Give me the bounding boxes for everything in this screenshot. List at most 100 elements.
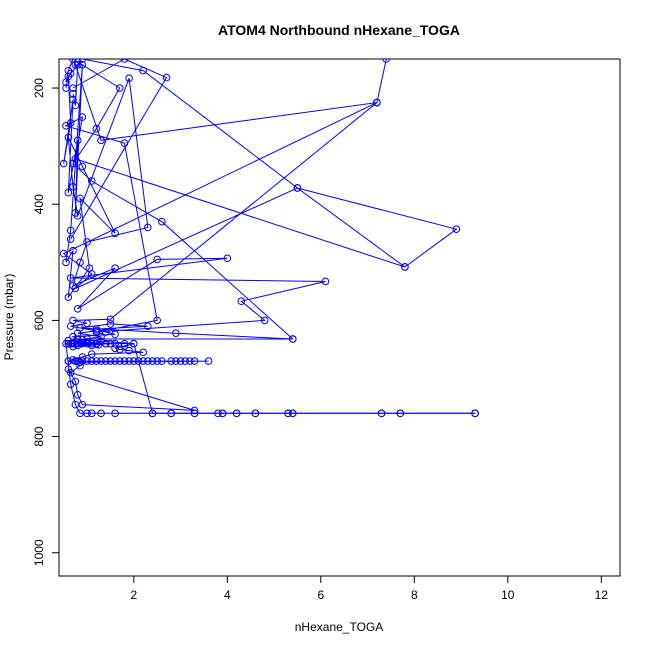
data-point [71, 155, 80, 163]
data-point [73, 136, 82, 145]
data-point [218, 409, 227, 418]
data-point [83, 409, 91, 418]
data-series [71, 59, 391, 145]
data-point [190, 357, 199, 365]
series-line [82, 59, 406, 268]
data-point [87, 357, 96, 365]
data-point [71, 400, 80, 409]
data-point [120, 59, 129, 63]
data-point [144, 322, 152, 331]
series-line [68, 359, 209, 363]
x-tick-label: 2 [130, 588, 137, 602]
data-point [83, 357, 91, 365]
data-point [92, 325, 101, 333]
series-line [74, 59, 387, 141]
data-point [83, 339, 91, 348]
data-point [69, 246, 77, 255]
data-point [139, 348, 147, 357]
data-point [87, 409, 96, 418]
data-point [382, 59, 391, 63]
data-point [76, 324, 84, 332]
x-axis-label: nHexane_TOGA [295, 620, 384, 634]
data-point [66, 380, 75, 389]
y-tick-label: 200 [32, 78, 46, 98]
data-point [172, 357, 180, 365]
data-point [139, 66, 147, 75]
data-point [78, 162, 87, 171]
data-point [66, 226, 75, 235]
data-point [64, 293, 73, 301]
data-point [111, 344, 119, 353]
data-point [401, 263, 409, 271]
data-point [62, 258, 70, 267]
data-point [69, 84, 77, 92]
data-point [111, 264, 119, 272]
data-series [64, 356, 213, 367]
data-point [73, 61, 82, 69]
data-point [396, 409, 405, 418]
data-point [92, 357, 101, 365]
data-point [73, 339, 82, 348]
x-tick-label: 12 [595, 588, 609, 602]
data-point [167, 409, 175, 418]
data-point [377, 409, 386, 418]
data-point [101, 339, 110, 348]
data-point [125, 346, 133, 355]
data-series [62, 59, 82, 110]
data-point [73, 390, 82, 399]
y-tick-label: 600 [32, 310, 46, 330]
data-point [69, 90, 77, 98]
data-point [130, 357, 138, 365]
data-point [111, 339, 119, 348]
data-point [97, 337, 105, 346]
data-point [66, 322, 75, 331]
data-series [69, 59, 297, 343]
x-tick-label: 6 [317, 588, 324, 602]
x-tick-label: 8 [411, 588, 418, 602]
x-tick-label: 4 [224, 588, 231, 602]
x-axis: 2 4 6 8 10 12 [130, 576, 608, 602]
data-point [76, 358, 84, 367]
data-point [288, 409, 297, 418]
data-point [66, 235, 75, 243]
data-point [97, 357, 105, 365]
data-series-layer [59, 59, 479, 418]
data-point [251, 409, 260, 418]
series-line [70, 59, 168, 240]
chart-title: ATOM4 Northbound nHexane_TOGA [218, 22, 460, 38]
data-point [125, 357, 133, 365]
data-point [130, 339, 138, 348]
data-point [115, 357, 124, 365]
data-series [64, 339, 479, 418]
data-point [69, 182, 77, 191]
data-point [172, 329, 180, 337]
data-point [66, 69, 75, 78]
series-line [72, 61, 294, 340]
data-point [120, 357, 129, 365]
data-point [111, 409, 119, 418]
data-point [62, 78, 70, 87]
data-point [69, 356, 77, 364]
data-point [148, 357, 157, 365]
data-point [153, 255, 161, 264]
data-point [144, 357, 152, 365]
data-point [92, 339, 101, 348]
data-point [101, 328, 110, 336]
data-point [92, 124, 101, 133]
data-point [83, 319, 91, 328]
data-point [64, 188, 73, 197]
x-tick-label: 10 [501, 588, 515, 602]
data-point [111, 330, 119, 339]
data-point [148, 409, 157, 418]
data-point [471, 409, 479, 418]
data-point [71, 101, 80, 110]
data-point [66, 274, 75, 282]
plot-frame [58, 58, 621, 577]
series-line [62, 64, 458, 411]
data-point [59, 249, 68, 258]
data-point [73, 212, 82, 220]
data-point [69, 159, 77, 168]
data-point [101, 357, 110, 365]
